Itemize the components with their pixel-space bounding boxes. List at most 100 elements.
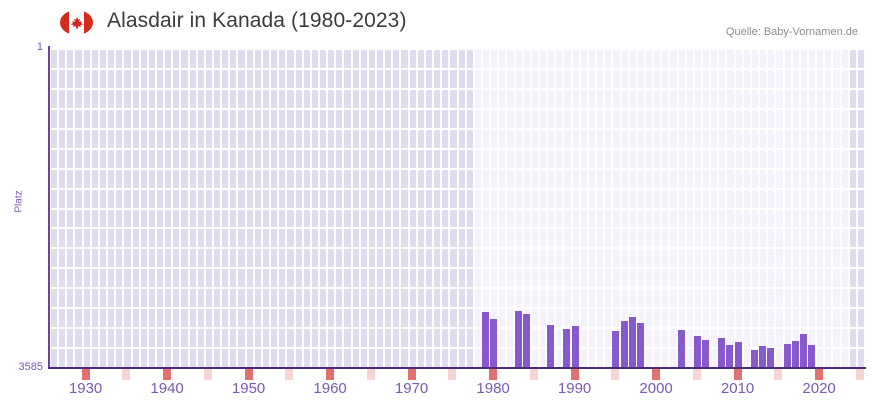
grid-line-vertical (375, 48, 377, 367)
grid-line-horizontal (50, 307, 865, 309)
bar-1995[interactable] (612, 331, 620, 367)
grid-line-vertical (277, 48, 280, 367)
grid-line-vertical (554, 48, 557, 367)
grid-line-vertical (317, 48, 320, 367)
bar-1984[interactable] (522, 314, 530, 367)
grid-line-vertical (758, 48, 761, 367)
bar-2016[interactable] (783, 344, 791, 367)
half-decade-marker-2025 (855, 369, 864, 380)
grid-line-vertical (684, 48, 687, 367)
grid-line-vertical (774, 48, 777, 367)
x-tick-label-1930: 1930 (68, 380, 103, 397)
x-tick-label-1940: 1940 (150, 380, 184, 397)
y-axis-max-label: 1 (36, 41, 43, 53)
grid-line-horizontal (50, 247, 865, 249)
bar-2012[interactable] (750, 350, 758, 367)
grid-line-vertical (154, 48, 157, 367)
grid-line-vertical (97, 48, 100, 367)
bar-1990[interactable] (571, 326, 579, 367)
grid-line-horizontal (50, 108, 865, 110)
x-tick-label-1960: 1960 (313, 380, 347, 397)
grid-line-vertical (513, 48, 516, 367)
bar-2018[interactable] (799, 334, 807, 367)
grid-line-vertical (146, 48, 149, 367)
grid-line-vertical (73, 48, 76, 367)
grid-line-vertical (114, 48, 117, 367)
grid-line-vertical (823, 48, 826, 367)
bar-1997[interactable] (628, 317, 636, 367)
grid-line-vertical (847, 48, 850, 367)
decade-marker-1990 (570, 369, 579, 380)
bar-2009[interactable] (726, 345, 734, 367)
bar-1989[interactable] (563, 329, 571, 367)
grid-line-vertical (260, 48, 263, 367)
decade-marker-2000 (652, 369, 661, 380)
grid-line-vertical (529, 48, 532, 367)
grid-line-vertical (643, 48, 646, 367)
bar-2008[interactable] (718, 338, 726, 367)
grid-line-vertical (326, 48, 329, 367)
decade-marker-1980 (489, 369, 498, 380)
bar-2003[interactable] (677, 330, 685, 367)
grid-line-vertical (244, 48, 247, 367)
grid-line-vertical (65, 48, 68, 367)
grid-line-vertical (595, 48, 598, 367)
bar-2017[interactable] (791, 341, 799, 367)
grid-line-vertical (562, 48, 565, 367)
grid-line-vertical (220, 48, 223, 367)
grid-line-vertical (831, 48, 834, 367)
grid-line-vertical (285, 48, 288, 367)
grid-line-vertical (472, 48, 475, 367)
half-decade-marker-1945 (203, 369, 212, 380)
grid-line-vertical (106, 48, 109, 367)
decade-marker-1940 (163, 369, 172, 380)
decade-marker-2020 (815, 369, 824, 380)
grid-line-vertical (782, 48, 785, 367)
grid-line-vertical (366, 48, 369, 367)
grid-line-horizontal (50, 208, 865, 210)
grid-line-vertical (57, 48, 60, 367)
x-tick-label-2000: 2000 (639, 380, 673, 397)
bar-2006[interactable] (702, 340, 709, 367)
grid-line-vertical (415, 48, 418, 367)
bar-1996[interactable] (620, 321, 628, 367)
grid-line-vertical (448, 48, 451, 367)
grid-line-vertical (464, 48, 467, 367)
grid-line-vertical (440, 48, 443, 367)
grid-line-vertical (839, 48, 842, 367)
grid-line-vertical (815, 48, 818, 367)
grid-line-vertical (358, 48, 361, 367)
grid-line-vertical (766, 48, 769, 367)
grid-line-vertical (660, 48, 663, 367)
grid-line-vertical (725, 48, 728, 367)
grid-line-vertical (138, 48, 141, 367)
grid-line-vertical (50, 48, 51, 367)
bar-1979[interactable] (481, 312, 489, 367)
grid-line-vertical (130, 48, 133, 367)
grid-line-vertical (709, 48, 712, 367)
grid-line-vertical (586, 48, 589, 367)
bar-1987[interactable] (547, 325, 555, 367)
grid-line-horizontal (50, 168, 865, 170)
grid-line-vertical (81, 48, 84, 367)
bar-1980[interactable] (490, 319, 498, 367)
grid-line-vertical (342, 48, 345, 367)
grid-line-vertical (717, 48, 720, 367)
decade-marker-1950 (244, 369, 253, 380)
bar-2005[interactable] (693, 336, 701, 367)
x-tick-label-2020: 2020 (802, 380, 836, 397)
grid-line-vertical (456, 48, 459, 367)
y-axis-title: Platz (13, 190, 25, 213)
grid-line-vertical (676, 48, 679, 367)
bar-1983[interactable] (514, 311, 522, 367)
bar-2019[interactable] (807, 345, 815, 367)
grid-line-vertical (749, 48, 752, 367)
bar-2013[interactable] (759, 346, 767, 367)
bar-2014[interactable] (767, 348, 775, 367)
bar-2010[interactable] (734, 342, 742, 367)
grid-line-vertical (252, 48, 255, 367)
grid-line-vertical (652, 48, 655, 367)
grid-line-vertical (203, 48, 206, 367)
grid-line-vertical (407, 48, 410, 367)
bar-1998[interactable] (636, 323, 644, 367)
